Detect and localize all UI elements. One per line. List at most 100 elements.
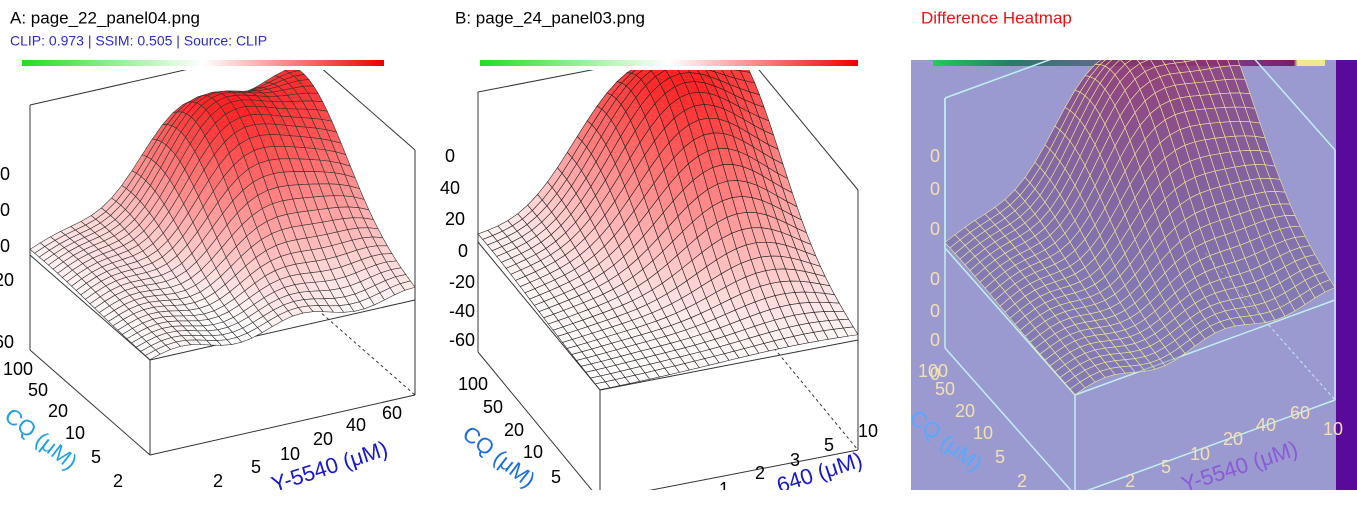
surface-cell: [1135, 45, 1150, 49]
panel-title: A: page_22_panel04.png: [10, 8, 200, 27]
surface-cell: [1140, 41, 1155, 45]
y-tick-label: 50: [28, 380, 48, 400]
z-tick-label: 0: [930, 364, 940, 384]
surface-cell: [1205, 12, 1220, 23]
z-tick-label: 0: [930, 146, 940, 166]
color-bar: [22, 60, 384, 66]
surface-cell: [1155, 29, 1170, 37]
z-tick-label: 40: [440, 178, 460, 198]
surface-cell: [1200, 45, 1215, 58]
y-tick-label: 20: [504, 420, 524, 440]
plot-box-edge: [944, 60, 1052, 99]
surface-cell: [1194, 60, 1197, 61]
panel-subtitle: CLIP: 0.973 | SSIM: 0.505 | Source: CLIP: [10, 33, 267, 49]
surface-cell: [691, 56, 706, 60]
y-tick-label: 100: [3, 359, 33, 379]
surface-cell: [1165, 21, 1180, 31]
plot-box-edge: [648, 449, 859, 490]
surface-cell: [1195, 0, 1210, 9]
surface-cell: [1200, 5, 1215, 15]
panel-title: B: page_24_panel03.png: [455, 8, 645, 27]
x-tick-label: 2: [213, 471, 223, 491]
x-tick-label: 10: [858, 421, 878, 441]
surface-cell: [1150, 45, 1165, 51]
z-tick-label: 0: [930, 179, 940, 199]
surface-cell: [1205, 32, 1220, 45]
y-tick-label: 50: [483, 397, 503, 417]
x-tick-label: 3: [790, 450, 800, 470]
surface-cell: [1130, 45, 1145, 48]
z-tick-label: 0: [0, 164, 10, 184]
surface-cell: [1220, 41, 1235, 54]
x-tick-label: 10: [1323, 419, 1343, 439]
surface-cell: [1160, 42, 1175, 49]
plot-box-edge: [1074, 299, 1336, 396]
plot-box-edge: [1086, 399, 1336, 490]
plot-box-edge: [944, 347, 1072, 490]
surface-cell: [1175, 44, 1190, 54]
surface-cell: [1175, 28, 1190, 38]
x-axis-label: 640 (μM): [774, 447, 866, 498]
x-tick-label: 40: [346, 415, 366, 435]
z-tick-label: 0: [930, 301, 940, 321]
surface-cell: [1105, 51, 1120, 57]
z-tick-label: 20: [0, 270, 14, 290]
z-tick-label: 0: [445, 146, 455, 166]
surface-cell: [1180, 16, 1195, 28]
y-tick-label: 100: [458, 374, 488, 394]
x-tick-label: 60: [1290, 403, 1310, 423]
x-tick-label: 2: [1125, 471, 1135, 491]
z-tick-label: 0: [458, 241, 468, 261]
surface-cell: [1145, 42, 1160, 47]
surface-cell: [681, 56, 696, 59]
z-tick-label: -40: [449, 301, 475, 321]
z-tick-label: 0: [930, 219, 940, 239]
surface-cell: [1180, 33, 1195, 44]
y-tick-label: 2: [113, 471, 123, 491]
plot-box-edge: [29, 70, 187, 106]
surface-cell: [1125, 47, 1140, 53]
surface-cell: [1155, 39, 1170, 45]
y-tick-label: 50: [935, 379, 955, 399]
surface-cell: [1115, 47, 1130, 52]
surface-cell: [676, 55, 691, 56]
surface-cell: [1195, 36, 1210, 49]
surface-cell: [1155, 49, 1170, 57]
plot-box-edge: [29, 349, 151, 456]
x-tick-label: 20: [313, 429, 333, 449]
surface-cell: [1215, 30, 1230, 42]
surface-cell: [1115, 51, 1130, 60]
x-tick-label: 2: [755, 463, 765, 483]
z-tick-label: 0: [930, 330, 940, 350]
plot-box-edge: [149, 394, 416, 456]
x-tick-label: 1: [719, 479, 729, 499]
plot-box-edge: [477, 241, 601, 391]
plot-box-edge: [477, 70, 595, 93]
surface-cell: [1069, 381, 1086, 396]
x-tick-label: 60: [382, 403, 402, 423]
y-tick-label: 5: [91, 447, 101, 467]
z-tick-label: -60: [449, 330, 475, 350]
surface-cell: [1165, 34, 1180, 42]
surface-cell: [594, 381, 611, 391]
z-tick-label: -20: [449, 272, 475, 292]
z-tick-label: 20: [445, 209, 465, 229]
surface-cell: [696, 52, 711, 56]
surface-cell: [1160, 31, 1175, 39]
plot-box-edge: [477, 351, 593, 490]
z-tick-label: 60: [0, 332, 14, 352]
surface-cell: [667, 56, 682, 57]
y-tick-label: 10: [65, 423, 85, 443]
surface-cell: [1125, 45, 1140, 49]
z-tick-label: 0: [0, 200, 10, 220]
surface-cell: [1185, 5, 1200, 16]
color-bar: [480, 60, 858, 66]
surface-cell: [1190, 9, 1205, 21]
plot-box-edge: [758, 70, 859, 191]
plot-box-edge: [1254, 60, 1336, 151]
surface-cell: [686, 53, 701, 56]
y-tick-label: 10: [523, 442, 543, 462]
surface-cell: [1195, 16, 1210, 28]
y-tick-label: 20: [955, 401, 975, 421]
